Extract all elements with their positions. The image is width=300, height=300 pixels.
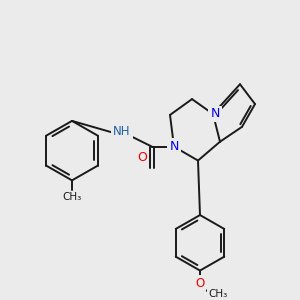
Text: N: N <box>169 140 179 153</box>
Text: NH: NH <box>113 125 131 138</box>
Text: O: O <box>195 277 205 290</box>
Text: CH₃: CH₃ <box>62 192 82 202</box>
Text: N: N <box>169 140 179 153</box>
Text: N: N <box>210 107 220 121</box>
Text: O: O <box>137 151 147 164</box>
Text: CH₃: CH₃ <box>208 289 228 299</box>
